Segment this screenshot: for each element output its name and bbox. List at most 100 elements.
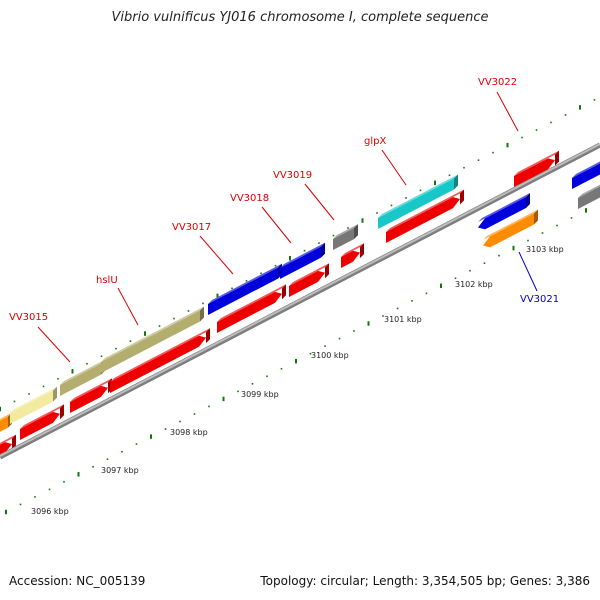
gene-label-vv3015[interactable]: VV3015 (9, 312, 48, 323)
feature-end-face (282, 284, 286, 300)
feature-top-face (110, 328, 210, 382)
feature-front-face (289, 270, 325, 297)
feature-front-face (70, 385, 108, 413)
feature-top-face (208, 263, 282, 304)
tick-label-3102: 3102 kbp (455, 280, 493, 289)
sequence-summary: Topology: circular; Length: 3,354,505 bp… (260, 574, 590, 588)
feature-top-face (10, 386, 57, 413)
feature-end-face (454, 174, 458, 190)
feature-end-face (526, 193, 530, 209)
feature-olive-hslv (101, 306, 204, 373)
feature-top-face (483, 209, 538, 240)
feature-front-face (20, 411, 60, 440)
feature-end-face (555, 150, 559, 166)
gene-label-vv3019[interactable]: VV3019 (273, 170, 312, 181)
feature-top-face (572, 161, 600, 178)
feature-top-face (60, 359, 105, 385)
feature-top-face (289, 263, 329, 286)
gene-label-vv3021[interactable]: VV3021 (520, 294, 559, 305)
cds-forward-hslv (110, 328, 210, 393)
feature-top-face (514, 150, 559, 176)
feature-front-face (386, 197, 460, 243)
feature-top-face (101, 306, 204, 362)
sequence-backbone (0, 142, 600, 460)
feature-front-face (10, 390, 53, 424)
feature-top-face (0, 412, 12, 421)
feature-end-face (206, 328, 210, 344)
feature-gray-right (578, 184, 600, 209)
feature-end-face (354, 224, 358, 240)
tick-label-3101: 3101 kbp (384, 315, 422, 324)
accession-text: Accession: NC_005139 (9, 574, 146, 588)
cds-reverse-blue (478, 193, 530, 230)
tick-label-3097: 3097 kbp (101, 466, 139, 475)
leader-glpx (381, 149, 407, 186)
feature-tracks (0, 150, 600, 456)
cds-forward-glpx (386, 189, 464, 243)
tick-ruler-bottom (5, 208, 587, 515)
cds-forward-vv3022 (514, 150, 559, 187)
map-title: Vibrio vulnificus YJ016 chromosome I, co… (111, 10, 489, 25)
feature-front-face (333, 228, 354, 250)
label-leader-lines (37, 91, 538, 363)
feature-front-face (578, 186, 600, 209)
cds-forward-vv3019 (341, 243, 364, 268)
feature-front-face (110, 335, 206, 393)
feature-front-face (478, 197, 526, 230)
cds-forward-vv3015 (20, 404, 64, 440)
feature-top-face (217, 284, 286, 322)
cds-forward-vv3017 (217, 284, 286, 333)
leader-vv3015 (37, 326, 71, 363)
feature-top-face (341, 243, 364, 257)
feature-end-face (200, 306, 204, 322)
tick-label-3100: 3100 kbp (311, 351, 349, 360)
leader-vv3017 (199, 235, 234, 275)
gene-label-vv3018[interactable]: VV3018 (230, 193, 269, 204)
feature-top-face (386, 189, 464, 232)
tick-ruler-top (0, 99, 596, 412)
leader-vv3018 (261, 206, 292, 244)
feature-end-face (60, 404, 64, 420)
feature-blue-vv3018 (280, 242, 325, 279)
tick-label-3098: 3098 kbp (170, 428, 208, 437)
feature-front-face (572, 163, 600, 189)
feature-front-face (514, 158, 555, 187)
feature-top-face (378, 174, 458, 218)
leader-hslu (117, 287, 139, 326)
tick-label-3099: 3099 kbp (241, 390, 279, 399)
tick-label-3096: 3096 kbp (31, 507, 69, 516)
cds-forward-fragment (0, 434, 16, 456)
feature-gray-vv3019 (333, 224, 358, 250)
cds-forward-vv3018 (289, 263, 329, 297)
feature-end-face (325, 263, 329, 279)
feature-top-face (478, 193, 530, 222)
feature-top-face (20, 404, 64, 429)
leader-vv3021 (518, 251, 538, 292)
feature-front-face (60, 363, 101, 396)
feature-front-face (0, 442, 12, 456)
gene-label-vv3022[interactable]: VV3022 (478, 77, 517, 88)
feature-top-face (578, 184, 600, 198)
feature-top-face (70, 378, 112, 402)
backbone-highlight (0, 143, 600, 457)
feature-front-face (341, 250, 360, 268)
feature-pale-yellow (10, 386, 57, 424)
feature-end-face (12, 434, 16, 450)
leader-vv3019 (304, 183, 335, 221)
feature-front-face (0, 416, 8, 432)
feature-end-face (460, 189, 464, 205)
leader-vv3022 (496, 91, 519, 132)
gene-label-glpx[interactable]: glpX (364, 136, 386, 147)
feature-front-face (483, 213, 534, 248)
tick-label-3103: 3103 kbp (526, 245, 564, 254)
gene-label-vv3017[interactable]: VV3017 (172, 222, 211, 233)
feature-front-face (217, 291, 282, 333)
feature-end-face (360, 243, 364, 259)
gene-label-hslu[interactable]: hslU (96, 275, 118, 286)
feature-cyan-glpx (378, 174, 458, 229)
feature-blue-right (572, 161, 600, 189)
feature-front-face (378, 178, 454, 229)
feature-top-face (280, 242, 325, 268)
feature-front-face (208, 267, 278, 315)
